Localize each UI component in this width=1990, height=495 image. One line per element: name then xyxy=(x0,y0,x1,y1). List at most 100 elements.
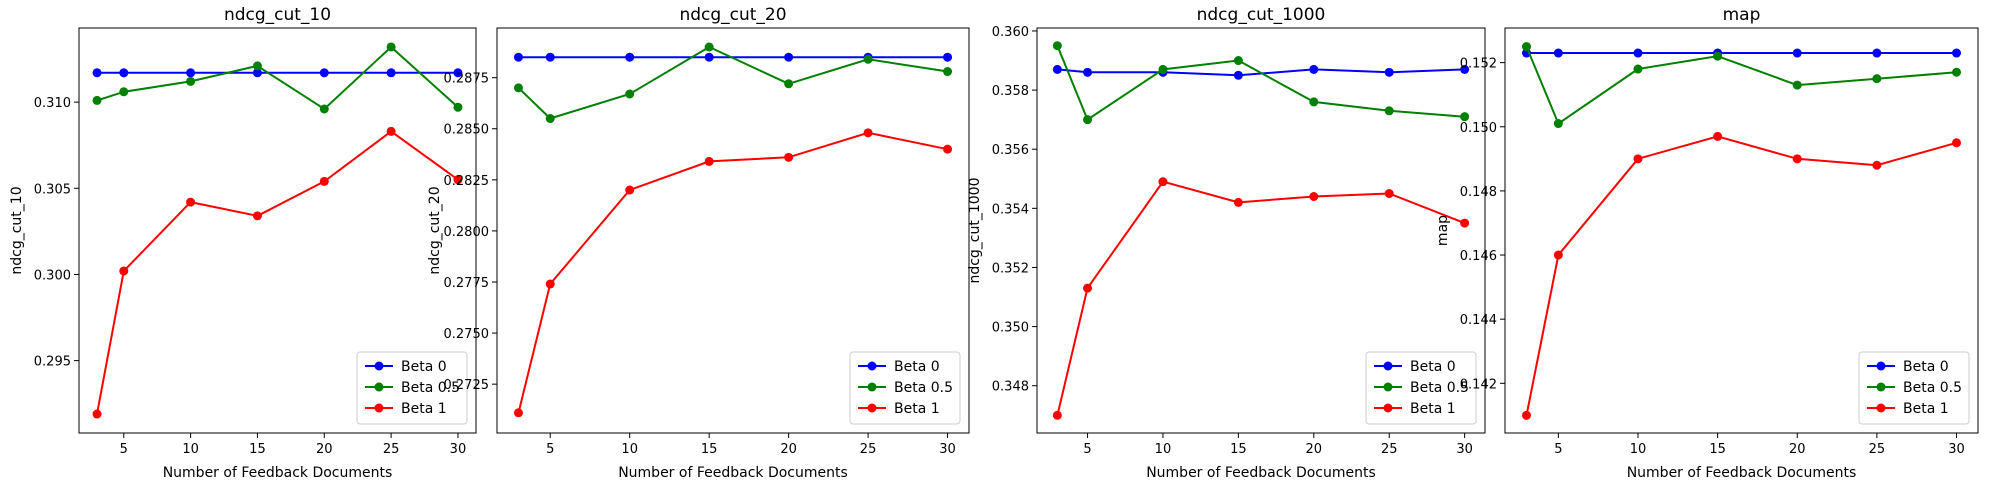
legend: Beta 0 Beta 0.5 Beta 1 xyxy=(1365,351,1477,425)
y-tick-label: 0.2825 xyxy=(444,174,490,189)
data-point xyxy=(1460,64,1470,74)
data-point xyxy=(545,52,555,62)
y-tick-label: 0.2850 xyxy=(444,123,490,138)
data-point xyxy=(119,68,129,78)
x-tick-label: 20 xyxy=(780,442,797,457)
legend-label: Beta 0 xyxy=(1903,359,1949,375)
x-tick-label: 10 xyxy=(1155,442,1172,457)
data-point xyxy=(319,176,329,186)
chart-title: ndcg_cut_10 xyxy=(224,5,331,25)
data-point xyxy=(1083,67,1093,77)
y-tick-label: 0.2800 xyxy=(444,225,490,240)
data-point xyxy=(1233,70,1243,80)
data-point xyxy=(1792,80,1802,90)
data-point xyxy=(863,54,873,64)
x-tick-label: 20 xyxy=(316,442,333,457)
chart-panel-3: ndcg_cut_1000 5 10 15 20 25 30 0.348 0.350 0.352 0… xyxy=(967,5,1486,481)
x-tick-label: 5 xyxy=(120,442,128,457)
data-point xyxy=(1792,48,1802,58)
series-line-2 xyxy=(1056,45,1465,122)
x-tick-label: 10 xyxy=(1630,442,1647,457)
data-point xyxy=(386,42,396,52)
legend-box xyxy=(356,351,468,425)
legend-label: Beta 0 xyxy=(894,359,940,375)
y-tick-label: 0.2725 xyxy=(444,378,490,393)
data-point xyxy=(1233,197,1243,207)
legend-marker xyxy=(374,382,384,392)
data-point xyxy=(1384,189,1394,199)
data-point xyxy=(1952,138,1961,148)
x-tick-label: 25 xyxy=(1381,442,1398,457)
x-tick-label: 30 xyxy=(450,442,467,457)
x-axis-label: Number of Feedback Documents xyxy=(163,465,393,481)
data-point xyxy=(1158,64,1168,74)
data-point xyxy=(545,279,555,289)
data-point xyxy=(1158,177,1168,187)
data-point xyxy=(119,266,129,276)
y-tick-label: 0.146 xyxy=(1460,249,1497,264)
x-axis-label: Number of Feedback Documents xyxy=(618,465,848,481)
legend-label: Beta 0.5 xyxy=(1410,380,1469,396)
y-tick-label: 0.150 xyxy=(1460,121,1497,136)
data-point xyxy=(453,68,463,78)
chart-panel-1: ndcg_cut_10 5 10 15 20 25 30 0.295 0.300 0.305 0.3… xyxy=(9,5,477,481)
x-tick-label: 15 xyxy=(249,442,266,457)
data-point xyxy=(1309,192,1319,202)
series-line-2 xyxy=(96,45,459,111)
legend-marker xyxy=(1383,403,1393,413)
data-point xyxy=(704,156,714,166)
legend-box xyxy=(849,351,961,425)
x-tick-label: 10 xyxy=(182,442,199,457)
x-tick-label: 20 xyxy=(1789,442,1806,457)
y-axis-label: ndcg_cut_10 xyxy=(9,186,25,274)
chart-title: ndcg_cut_1000 xyxy=(1197,5,1326,25)
data-point xyxy=(386,126,396,136)
y-tick-label: 0.295 xyxy=(34,355,71,370)
legend-label: Beta 0 xyxy=(401,359,447,375)
plot-frame xyxy=(1036,27,1486,434)
data-point xyxy=(1872,160,1882,170)
data-point xyxy=(1309,97,1319,107)
legend-marker xyxy=(1383,361,1393,371)
x-tick-label: 10 xyxy=(621,442,638,457)
y-tick-label: 0.354 xyxy=(992,202,1029,217)
legend-label: Beta 1 xyxy=(894,401,940,417)
legend-marker xyxy=(1876,361,1886,371)
y-axis-label: ndcg_cut_1000 xyxy=(967,177,983,283)
x-tick-label: 25 xyxy=(1869,442,1886,457)
x-axis-label: Number of Feedback Documents xyxy=(1627,465,1857,481)
data-point xyxy=(1553,119,1563,129)
data-point xyxy=(186,76,196,86)
data-point xyxy=(784,52,794,62)
legend-marker xyxy=(1876,403,1886,413)
y-tick-label: 0.310 xyxy=(34,96,71,111)
y-tick-label: 0.350 xyxy=(992,321,1029,336)
x-tick-label: 15 xyxy=(1230,442,1247,457)
data-point xyxy=(704,52,714,62)
y-axis-label: ndcg_cut_20 xyxy=(427,186,443,274)
legend-label: Beta 1 xyxy=(1903,401,1949,417)
x-tick-label: 25 xyxy=(383,442,400,457)
data-point xyxy=(513,83,523,93)
legend-marker xyxy=(1383,382,1393,392)
data-point xyxy=(1952,48,1961,58)
x-tick-label: 5 xyxy=(546,442,554,457)
x-tick-label: 20 xyxy=(1306,442,1323,457)
x-axis-label: Number of Feedback Documents xyxy=(1146,465,1376,481)
data-point xyxy=(453,102,463,112)
legend: Beta 0 Beta 0.5 Beta 1 xyxy=(1858,351,1970,425)
legend-label: Beta 0 xyxy=(1410,359,1456,375)
legend: Beta 0 Beta 0.5 Beta 1 xyxy=(356,351,468,425)
data-point xyxy=(92,409,102,419)
data-point xyxy=(1460,218,1470,228)
y-tick-label: 0.144 xyxy=(1460,313,1497,328)
chart-title: map xyxy=(1723,5,1761,25)
x-tick-label: 5 xyxy=(1554,442,1562,457)
legend-marker xyxy=(374,403,384,413)
data-point xyxy=(1522,42,1531,52)
legend-label: Beta 0.5 xyxy=(401,380,460,396)
data-point xyxy=(252,211,262,221)
data-point xyxy=(943,52,953,62)
y-tick-label: 0.2750 xyxy=(444,327,490,342)
